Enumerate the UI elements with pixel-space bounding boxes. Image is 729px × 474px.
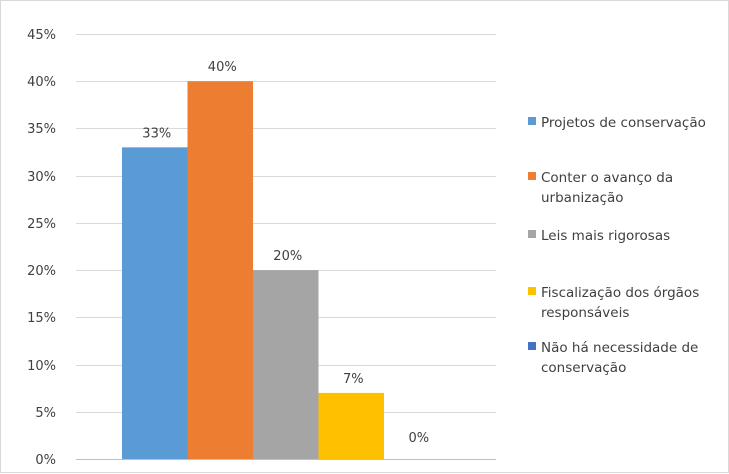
legend-swatch [528, 172, 536, 180]
y-tick-label: 35% [27, 122, 56, 137]
y-tick-label: 45% [27, 28, 56, 43]
y-tick-label: 15% [27, 311, 56, 326]
legend-label: responsáveis [541, 305, 629, 321]
data-label: 20% [273, 249, 302, 264]
legend-label: Fiscalização dos órgãos [541, 285, 699, 301]
legend-label: conservação [541, 360, 626, 376]
legend-label: Projetos de conservação [541, 115, 706, 131]
legend-swatch [528, 342, 536, 350]
legend-label: Conter o avanço da [541, 170, 673, 186]
legend-swatch [528, 117, 536, 125]
y-tick-label: 5% [35, 406, 56, 421]
data-label: 7% [343, 372, 364, 387]
bars [122, 81, 384, 460]
y-tick-label: 30% [27, 170, 56, 185]
legend-label: urbanização [541, 190, 624, 206]
bar [122, 147, 188, 460]
legend-label: Leis mais rigorosas [541, 228, 670, 244]
bar [187, 81, 253, 459]
y-tick-label: 40% [27, 75, 56, 90]
y-tick-label: 10% [27, 359, 56, 374]
legend-swatch [528, 287, 536, 295]
y-tick-label: 20% [27, 264, 56, 279]
data-label: 0% [408, 431, 429, 446]
bar [318, 392, 384, 459]
legend: Projetos de conservação Conter o avanço d… [528, 115, 706, 376]
y-tick-label: 0% [35, 453, 56, 468]
bar [253, 270, 319, 459]
legend-swatch [528, 230, 536, 238]
data-label: 40% [208, 60, 237, 75]
data-labels: 33% 40% 20% 7% 0% [142, 60, 429, 446]
data-label: 33% [142, 126, 171, 141]
y-tick-label: 25% [27, 217, 56, 232]
legend-label: Não há necessidade de [541, 340, 698, 356]
y-axis-ticks: 0% 5% 10% 15% 20% 25% 30% 35% 40% 45% [27, 28, 56, 468]
